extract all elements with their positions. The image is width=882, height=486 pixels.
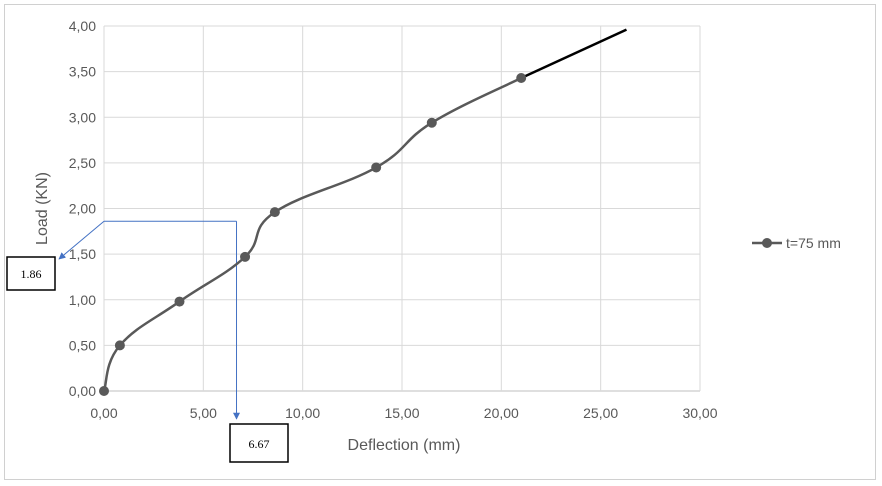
x-value-callout-label: 6.67 [249, 437, 270, 451]
markers-layer [99, 73, 527, 396]
y-axis-title: Load (KN) [34, 172, 51, 245]
y-tick-label: 1,50 [69, 246, 96, 262]
y-tick-label: 3,50 [69, 64, 96, 80]
x-value-callout: 6.67 [229, 423, 289, 463]
y-tick-label: 4,00 [69, 18, 96, 34]
data-point [269, 207, 280, 218]
annotation-guides [58, 220, 241, 420]
y-guide-arrow [58, 220, 105, 260]
y-value-callout-label: 1.86 [21, 267, 42, 281]
x-tick-label: 10,00 [285, 405, 320, 421]
x-tick-labels: 0,00 5,00 10,00 15,00 20,00 25,00 30,00 [90, 405, 717, 421]
x-tick-label: 25,00 [583, 405, 618, 421]
data-point [516, 73, 527, 84]
y-tick-label: 1,00 [69, 292, 96, 308]
data-point [114, 340, 125, 351]
y-value-callout-box [6, 256, 56, 291]
legend: t=75 mm [752, 235, 841, 251]
data-point [426, 117, 437, 128]
data-point [99, 386, 109, 396]
series-layer [102, 28, 628, 392]
chart-frame [4, 4, 876, 480]
x-tick-label: 15,00 [384, 405, 419, 421]
x-tick-label: 0,00 [90, 405, 117, 421]
legend-swatch-marker [762, 238, 772, 248]
y-tick-label: 3,00 [69, 109, 96, 125]
data-point [240, 251, 251, 262]
data-point [371, 162, 382, 173]
y-value-callout: 1.86 [6, 256, 56, 291]
y-tick-label: 2,50 [69, 155, 96, 171]
extension-line [520, 28, 628, 80]
x-tick-label: 5,00 [190, 405, 217, 421]
x-tick-label: 30,00 [682, 405, 717, 421]
y-tick-label: 0,50 [69, 337, 96, 353]
y-tick-labels: 0,00 0,50 1,00 1,50 2,00 2,50 3,00 3,50 4,00 [69, 18, 96, 399]
series-line [102, 76, 522, 392]
y-tick-label: 2,00 [69, 201, 96, 217]
x-axis-title: Deflection (mm) [348, 437, 461, 454]
data-point [174, 296, 185, 307]
x-value-callout-box [229, 423, 289, 463]
x-tick-label: 20,00 [484, 405, 519, 421]
legend-series-label: t=75 mm [786, 235, 841, 251]
y-tick-label: 0,00 [69, 383, 96, 399]
